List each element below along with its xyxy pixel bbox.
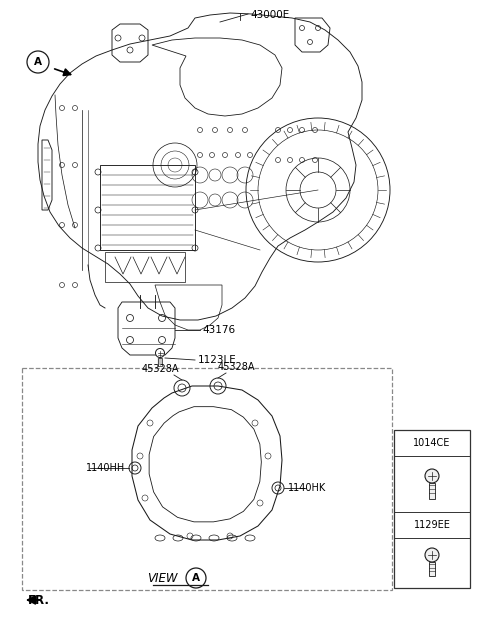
Bar [158,358,162,366]
Bar [429,483,435,499]
Text: A: A [34,57,42,67]
Bar [105,252,185,282]
Text: A: A [192,573,200,583]
Bar [100,165,195,250]
Text: FR.: FR. [28,593,50,607]
Bar [429,562,435,576]
Text: 1014CE: 1014CE [413,438,451,448]
Text: 43000E: 43000E [250,10,289,20]
Text: 1140HK: 1140HK [288,483,326,493]
Bar [22,368,392,590]
Text: 43176: 43176 [202,325,235,335]
Bar [394,430,470,588]
Text: 45328A: 45328A [141,364,179,374]
Text: 45328A: 45328A [217,362,255,372]
Text: VIEW: VIEW [147,572,178,585]
Circle shape [156,349,165,357]
Circle shape [425,469,439,483]
Circle shape [425,548,439,562]
Text: 1123LE: 1123LE [198,355,237,365]
Text: 1129EE: 1129EE [414,520,450,530]
Text: 1140HH: 1140HH [86,463,125,473]
